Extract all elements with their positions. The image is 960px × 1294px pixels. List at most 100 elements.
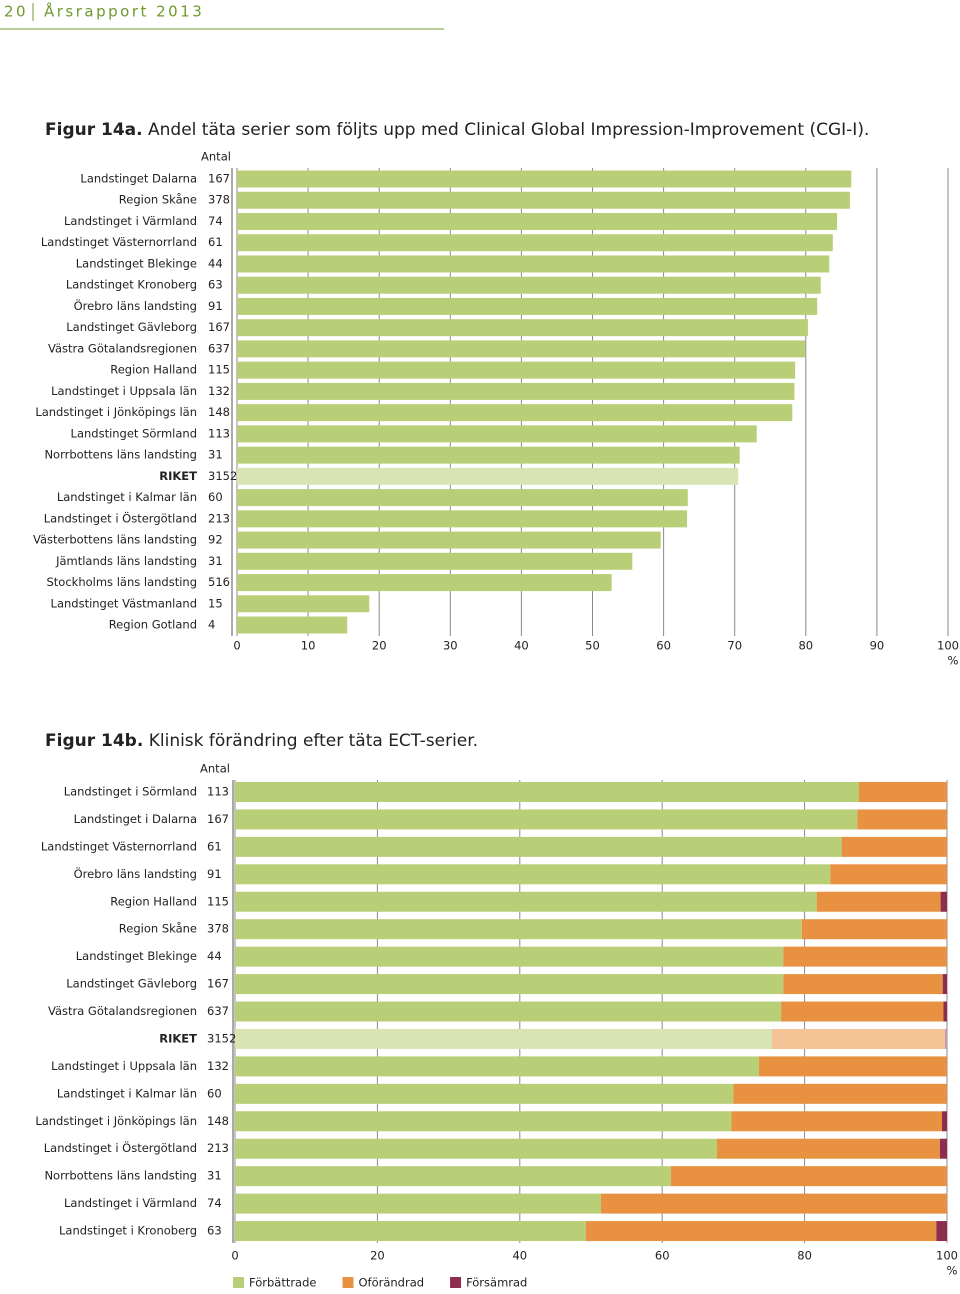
count-label: 113: [207, 785, 229, 799]
legend-swatch: [450, 1277, 462, 1288]
figure-caption: Andel täta serier som följts upp med Cli…: [148, 120, 869, 140]
bar-segment: [759, 1056, 947, 1077]
bar: [237, 191, 850, 209]
figure-label: Figur 14a.: [45, 120, 143, 140]
category-label: Region Halland: [110, 894, 197, 908]
category-label: Landstinget i Värmland: [64, 214, 197, 228]
category-label: Region Gotland: [109, 618, 197, 632]
bar-segment: [235, 1221, 587, 1242]
bar-segment: [830, 864, 947, 885]
category-label: Region Halland: [110, 363, 197, 377]
count-label: 113: [208, 426, 230, 440]
category-label: Landstinget Gävleborg: [66, 320, 197, 334]
bar: [237, 446, 740, 464]
count-label: 60: [207, 1086, 222, 1100]
bar-segment: [942, 1111, 947, 1132]
bar: [237, 170, 852, 188]
x-axis-label: %: [948, 654, 959, 668]
category-label: Landstinget Gävleborg: [66, 977, 197, 991]
category-label: Landstinget Kronoberg: [66, 278, 197, 292]
bar-segment: [783, 946, 947, 967]
bar: [237, 276, 821, 294]
count-label: 516: [208, 575, 230, 589]
bar-segment: [235, 1138, 718, 1159]
count-label: 61: [208, 235, 223, 249]
x-tick-label: 60: [655, 1249, 670, 1263]
bar-segment: [235, 974, 784, 995]
bar-segment: [235, 891, 817, 912]
category-label: Örebro läns landsting: [74, 297, 197, 313]
x-tick-label: 40: [514, 639, 529, 653]
count-label: 3152: [208, 469, 237, 483]
x-tick-label: 100: [937, 639, 959, 653]
figure-title: Figur 14b. Klinisk förändring efter täta…: [45, 731, 478, 751]
bar-segment: [771, 1028, 945, 1049]
bar-segment: [857, 809, 947, 830]
bar: [237, 212, 838, 230]
bar: [237, 234, 833, 252]
bar: [237, 297, 818, 315]
category-label: Västerbottens läns landsting: [33, 533, 197, 547]
category-label: Västra Götalandsregionen: [48, 1004, 197, 1018]
count-label: 63: [208, 278, 223, 292]
bar-segment: [841, 836, 947, 857]
bar-segment: [939, 1138, 947, 1159]
category-label: RIKET: [159, 469, 197, 483]
count-label: 637: [208, 341, 230, 355]
bar-segment: [235, 946, 784, 967]
bar-segment: [940, 891, 947, 912]
bar-segment: [670, 1166, 947, 1187]
count-label: 378: [208, 193, 230, 207]
category-label: Landstinget Sörmland: [71, 426, 197, 440]
count-label: 60: [208, 490, 223, 504]
count-label: 91: [207, 867, 222, 881]
legend-swatch: [233, 1277, 244, 1288]
count-label: 637: [207, 1004, 229, 1018]
x-tick-label: 20: [372, 639, 387, 653]
count-header: Antal: [201, 150, 231, 164]
category-label: Landstinget i Kalmar län: [57, 490, 197, 504]
bar: [237, 531, 661, 549]
bar-segment: [235, 1083, 734, 1104]
bar-segment: [600, 1193, 947, 1214]
count-label: 167: [207, 977, 229, 991]
x-tick-label: 20: [370, 1249, 385, 1263]
bar-segment: [586, 1221, 937, 1242]
count-label: 213: [208, 511, 230, 525]
count-label: 132: [208, 384, 230, 398]
count-label: 213: [207, 1141, 229, 1155]
bar-segment: [801, 919, 947, 940]
bar: [237, 319, 808, 337]
count-label: 91: [208, 299, 223, 313]
bar-segment: [717, 1138, 940, 1159]
bar-segment: [731, 1111, 943, 1132]
category-label: Landstinget Västmanland: [51, 596, 197, 610]
category-label: Landstinget Västernorrland: [41, 839, 197, 853]
count-label: 115: [208, 363, 230, 377]
count-label: 92: [208, 533, 223, 547]
category-label: Landstinget i Uppsala län: [51, 384, 197, 398]
x-tick-label: 0: [233, 639, 240, 653]
bar: [237, 467, 739, 485]
bar-segment: [942, 974, 947, 995]
bar-segment: [936, 1221, 947, 1242]
count-label: 74: [207, 1196, 222, 1210]
bar-segment: [235, 1001, 782, 1022]
category-label: RIKET: [159, 1031, 197, 1045]
x-tick-label: 90: [870, 639, 885, 653]
bar-segment: [235, 1166, 671, 1187]
bar: [237, 382, 795, 400]
x-tick-label: 100: [936, 1249, 958, 1263]
count-label: 148: [207, 1114, 229, 1128]
x-tick-label: 50: [585, 639, 600, 653]
category-label: Landstinget Blekinge: [76, 949, 197, 963]
bar-segment: [858, 782, 947, 802]
category-label: Örebro läns landsting: [74, 865, 197, 881]
category-label: Landstinget Dalarna: [80, 172, 197, 186]
x-tick-label: 40: [512, 1249, 527, 1263]
count-label: 63: [207, 1224, 222, 1238]
bar-segment: [781, 1001, 944, 1022]
category-label: Landstinget i Dalarna: [74, 812, 197, 826]
figure-caption: Klinisk förändring efter täta ECT-serier…: [149, 731, 478, 751]
